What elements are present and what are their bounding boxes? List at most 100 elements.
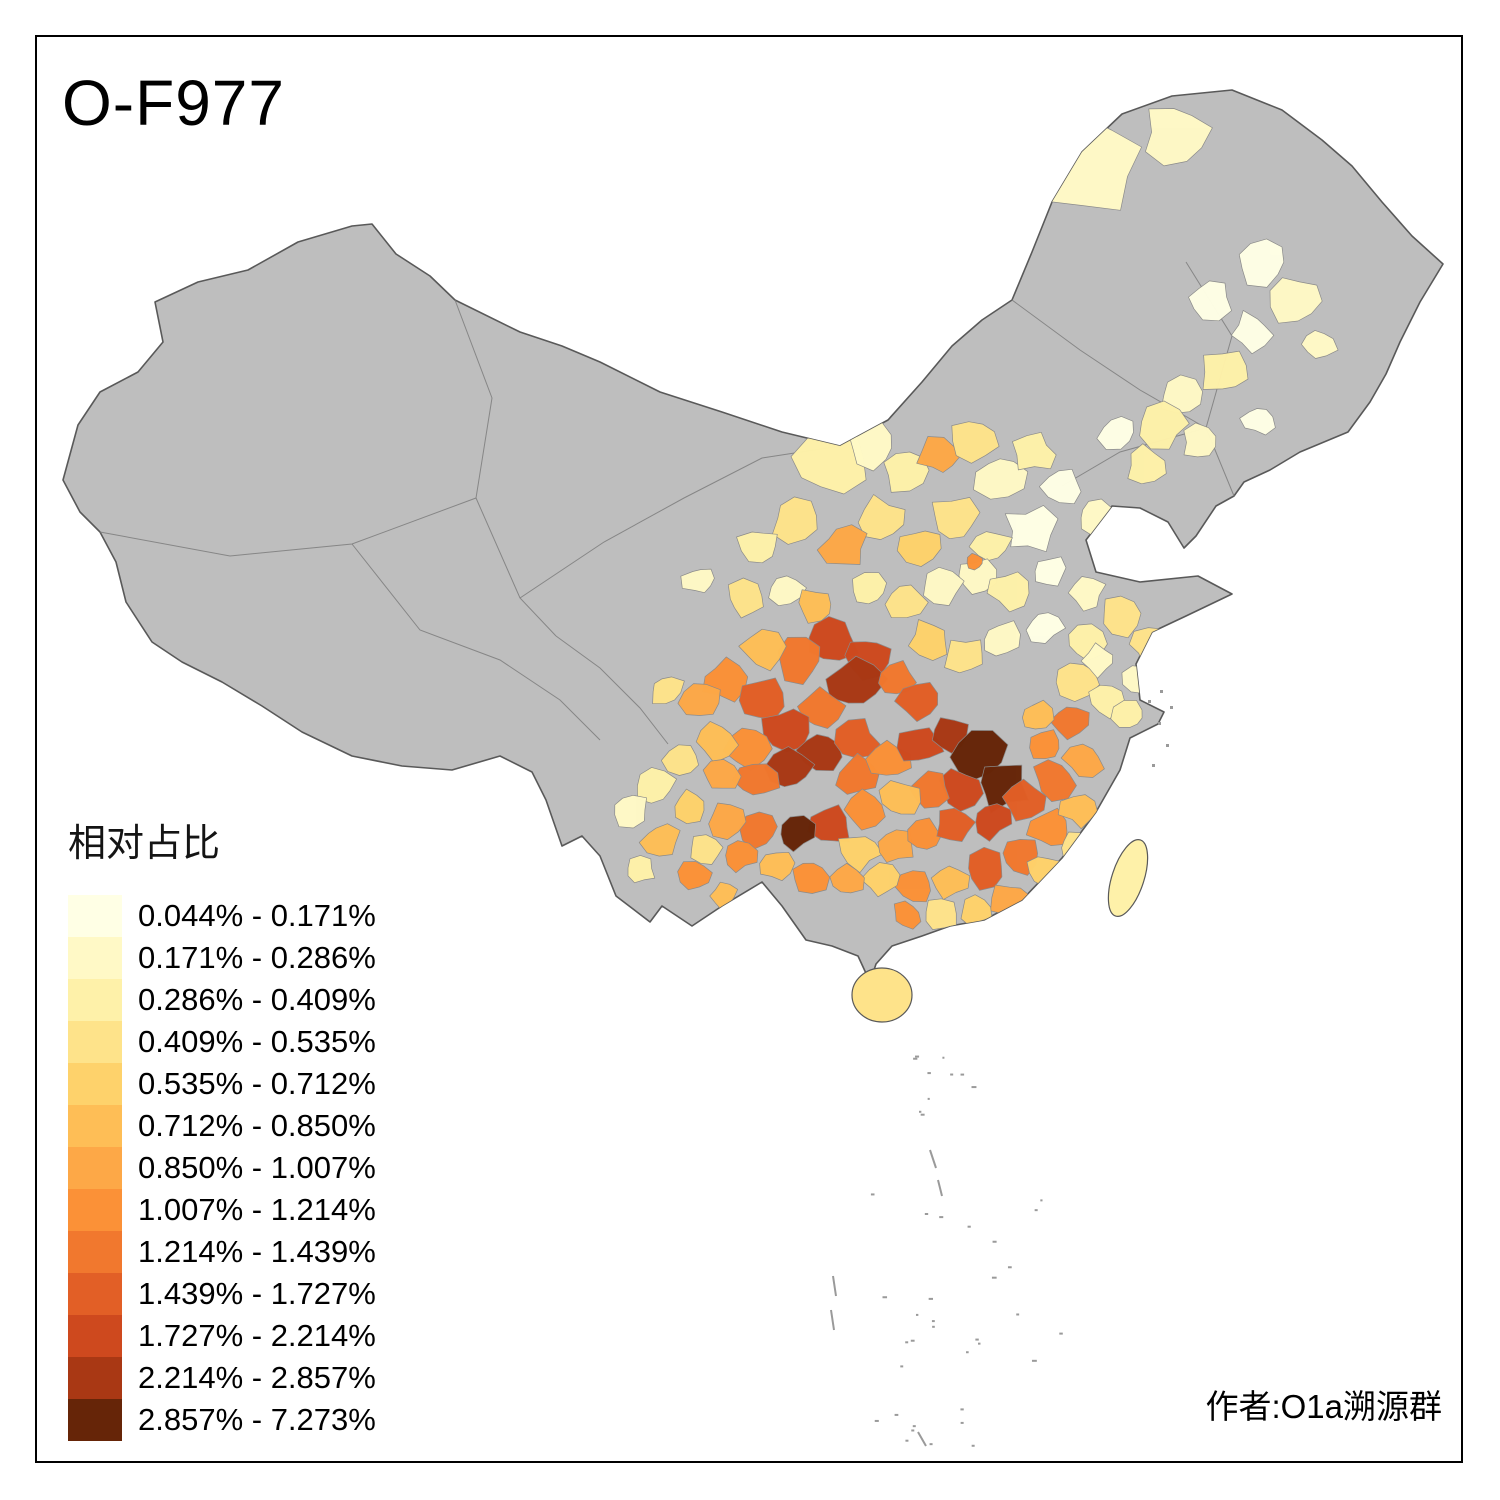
prefecture-region — [966, 552, 983, 571]
legend-label: 0.286% - 0.409% — [138, 982, 376, 1017]
prefecture-region — [1183, 422, 1217, 458]
legend-label: 0.712% - 0.850% — [138, 1108, 376, 1143]
prefecture-region — [1057, 794, 1098, 830]
prefecture-region — [884, 584, 929, 619]
legend-swatch — [68, 1399, 122, 1441]
prefecture-region — [768, 575, 807, 607]
prefecture-region — [674, 788, 705, 825]
prefecture-region — [1096, 416, 1134, 450]
prefecture-region — [968, 846, 1003, 891]
legend-label: 0.044% - 0.171% — [138, 898, 376, 933]
legend-item: 0.044% - 0.171% — [68, 895, 376, 937]
prefecture-region — [829, 862, 865, 894]
prefecture-region — [1103, 595, 1142, 639]
legend-swatch — [68, 1147, 122, 1189]
prefecture-region — [798, 589, 832, 624]
prefecture-region — [1060, 743, 1105, 778]
prefecture-region — [878, 780, 921, 815]
prefecture-region — [936, 807, 976, 842]
prefecture-region — [680, 568, 715, 594]
legend-label: 0.850% - 1.007% — [138, 1150, 376, 1185]
prefecture-region — [792, 862, 831, 894]
prefecture-region — [931, 497, 981, 540]
prefecture-region — [702, 759, 742, 789]
prefecture-region — [975, 803, 1013, 842]
prefecture-region — [690, 834, 724, 865]
legend-swatch — [68, 1105, 122, 1147]
legend-swatch — [68, 1231, 122, 1273]
prefecture-region — [677, 861, 713, 891]
prefecture-region — [816, 524, 868, 565]
legend-label: 0.171% - 0.286% — [138, 940, 376, 975]
legend-item: 0.171% - 0.286% — [68, 937, 376, 979]
prefecture-region — [1238, 238, 1285, 288]
prefecture-region — [984, 620, 1021, 657]
legend-item: 0.409% - 0.535% — [68, 1021, 376, 1063]
prefecture-region — [834, 718, 881, 759]
prefecture-region — [825, 655, 889, 704]
legend-swatch — [68, 937, 122, 979]
prefecture-region — [761, 708, 810, 753]
legend-title: 相对占比 — [68, 823, 221, 865]
legend-label: 2.857% - 7.273% — [138, 1402, 376, 1437]
legend-item: 1.007% - 1.214% — [68, 1189, 376, 1231]
author-credit: 作者:O1a溯源群 — [1205, 1388, 1442, 1425]
legend-label: 0.409% - 0.535% — [138, 1024, 376, 1059]
hainan-island — [851, 967, 913, 1023]
legend-label: 1.007% - 1.214% — [138, 1192, 376, 1227]
prefecture-region — [759, 851, 796, 882]
legend-item: 0.286% - 0.409% — [68, 979, 376, 1021]
prefecture-region — [1145, 108, 1213, 167]
legend-item: 1.439% - 1.727% — [68, 1273, 376, 1315]
legend-swatch — [68, 1273, 122, 1315]
prefecture-region — [916, 436, 961, 473]
legend-swatch — [68, 1357, 122, 1399]
prefecture-region — [923, 566, 965, 606]
prefecture-region — [772, 496, 818, 545]
prefecture-region — [925, 898, 957, 930]
legend-item: 0.712% - 0.850% — [68, 1105, 376, 1147]
prefecture-region — [1160, 374, 1203, 414]
province-borders — [99, 261, 1235, 745]
prefecture-region — [1033, 759, 1077, 802]
prefecture-region — [860, 862, 901, 898]
prefecture-region — [652, 676, 685, 705]
legend: 相对占比 0.044% - 0.171% 0.171% - 0.286% 0.286… — [68, 812, 376, 1441]
legend-item: 0.535% - 0.712% — [68, 1063, 376, 1105]
prefecture-region — [838, 836, 884, 874]
legend-label: 0.535% - 0.712% — [138, 1066, 376, 1101]
prefecture-region — [1067, 576, 1107, 612]
legend-label: 1.727% - 2.214% — [138, 1318, 376, 1353]
south-china-sea-marks — [830, 690, 1173, 1447]
prefecture-region — [930, 865, 971, 900]
prefecture-region — [1110, 700, 1143, 728]
legend-item: 0.850% - 1.007% — [68, 1147, 376, 1189]
prefecture-region — [857, 494, 906, 540]
prefecture-region — [725, 840, 759, 874]
prefecture-region — [907, 817, 942, 850]
prefecture-region — [637, 767, 677, 804]
prefecture-region — [852, 572, 887, 605]
prefecture-region — [1301, 330, 1339, 359]
prefecture-region — [708, 802, 747, 840]
legend-swatch — [68, 979, 122, 1021]
prefecture-region — [1004, 505, 1059, 553]
prefecture-region — [1239, 408, 1276, 436]
plot-title: O-F977 — [62, 67, 285, 139]
legend-swatch — [68, 1063, 122, 1105]
prefecture-region — [797, 686, 847, 729]
prefecture-region — [1022, 699, 1055, 730]
prefecture-region — [660, 744, 699, 776]
prefecture-region — [1188, 280, 1232, 322]
legend-item: 2.857% - 7.273% — [68, 1399, 376, 1441]
legend-swatch — [68, 895, 122, 937]
prefecture-region — [808, 616, 859, 661]
prefecture-region — [1080, 642, 1114, 679]
prefecture-region — [944, 639, 983, 674]
legend-swatch — [68, 1315, 122, 1357]
prefecture-region — [1127, 443, 1167, 485]
prefecture-region — [968, 531, 1013, 562]
prefecture-region — [627, 855, 656, 884]
prefecture-region — [738, 628, 787, 672]
